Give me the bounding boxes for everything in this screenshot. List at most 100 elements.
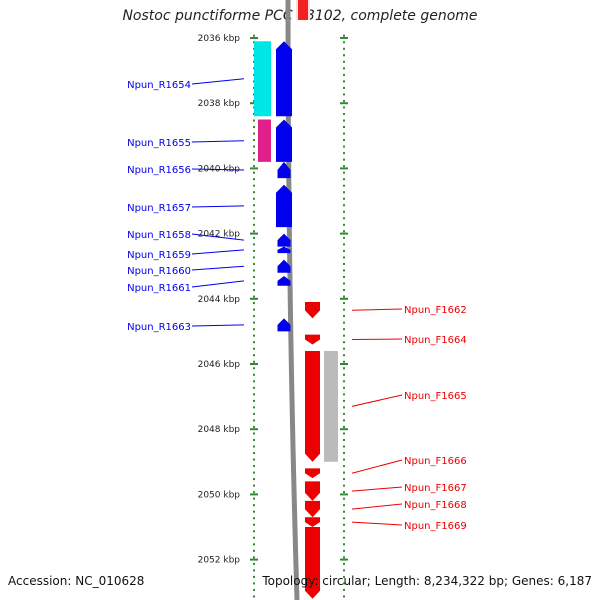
scale-tick-label: 2046 kbp: [198, 360, 241, 370]
scale-dot-right: [343, 86, 345, 89]
scale-dot-left: [253, 432, 255, 435]
length-label: Length:: [374, 574, 421, 588]
scale-dot-right: [343, 47, 345, 50]
label-line-npun_f1669: [351, 521, 403, 526]
feature-block-cyan: [254, 41, 271, 117]
scale-dot-left: [253, 152, 255, 155]
scale-dot-left: [253, 536, 255, 539]
scale-dot-left: [253, 236, 255, 239]
scale-dot-right: [343, 575, 345, 578]
scale-dot-right: [343, 341, 345, 344]
scale-dot-right: [343, 243, 345, 246]
scale-dot-left: [253, 523, 255, 526]
scale-dot-left: [253, 282, 255, 285]
scale-dot-right: [343, 380, 345, 383]
scale-tick-left: [250, 297, 258, 300]
scale-dot-right: [343, 412, 345, 415]
feature-block-gray: [324, 350, 338, 462]
scale-dot-right: [343, 269, 345, 272]
label-line-npun_r1663: [191, 324, 245, 327]
scale-dot-left: [253, 223, 255, 226]
label-line-npun_r1656: [191, 168, 245, 171]
scale-dot-right: [343, 504, 345, 507]
scale-dot-left: [253, 308, 255, 311]
scale-dot-right: [343, 275, 345, 278]
scale-dot-left: [253, 289, 255, 292]
label-line-npun_r1654: [191, 78, 245, 85]
scale-dot-right: [343, 178, 345, 181]
scale-dot-left: [253, 393, 255, 396]
scale-dot-left: [253, 334, 255, 337]
scale-dot-left: [253, 269, 255, 272]
scale-dot-right: [343, 367, 345, 370]
scale-dot-left: [253, 412, 255, 415]
scale-dot-left: [253, 210, 255, 213]
scale-dot-left: [253, 380, 255, 383]
scale-dot-right: [343, 562, 345, 565]
gene-label-npun_r1658: Npun_R1658: [127, 230, 191, 241]
scale-dot-right: [343, 93, 345, 96]
scale-dot-left: [253, 556, 255, 559]
scale-dot-right: [343, 54, 345, 57]
scale-dot-left: [253, 386, 255, 389]
gene-arrow-npun_r1661: [277, 275, 291, 286]
scale-dot-left: [253, 504, 255, 507]
gene-label-npun_f1668: Npun_F1668: [404, 500, 467, 511]
scale-dot-right: [343, 60, 345, 63]
gene-arrow-npun_r1658: [277, 233, 291, 247]
backbone-top-mark: [298, 0, 308, 20]
scale-dot-right: [343, 360, 345, 363]
genome-features: [254, 41, 338, 462]
scale-dot-left: [253, 582, 255, 585]
scale-dot-right: [343, 406, 345, 409]
scale-dot-right: [343, 223, 345, 226]
gene-arrow-npun_f1665: [305, 350, 320, 462]
scale-tick-right: [340, 428, 348, 431]
scale-dot-right: [343, 334, 345, 337]
genome-summary: Topology: circular; Length: 8,234,322 bp…: [262, 574, 592, 588]
scale-dot-left: [253, 595, 255, 598]
scale-dot-right: [343, 67, 345, 70]
label-line-npun_r1659: [191, 249, 245, 255]
scale-dot-right: [343, 191, 345, 194]
scale-dot-left: [253, 406, 255, 409]
scale-dot-left: [253, 569, 255, 572]
scale-dot-right: [343, 478, 345, 481]
scale-dot-left: [253, 328, 255, 331]
scale-dot-left: [253, 491, 255, 494]
scale-dot-left: [253, 171, 255, 174]
scale-dot-left: [253, 438, 255, 441]
scale-dot-right: [343, 289, 345, 292]
scale-tick-left: [250, 428, 258, 431]
scale-dot-left: [253, 256, 255, 259]
scale-dot-left: [253, 425, 255, 428]
scale-dot-right: [343, 197, 345, 200]
gene-label-npun_r1657: Npun_R1657: [127, 203, 191, 214]
scale-dot-right: [343, 582, 345, 585]
scale-dot-left: [253, 452, 255, 455]
scale-dot-left: [253, 204, 255, 207]
scale-dot-right: [343, 158, 345, 161]
scale-dot-left: [253, 399, 255, 402]
scale-tick-left: [250, 363, 258, 365]
scale-dot-left: [253, 543, 255, 546]
scale-dot-left: [253, 360, 255, 363]
genes-value: 6,187: [557, 574, 592, 588]
scale-dot-right: [343, 236, 345, 239]
scale-dot-right: [343, 497, 345, 500]
scale-dot-right: [343, 484, 345, 487]
scale-tick-label: 2038 kbp: [198, 99, 241, 109]
scale-tick-label: 2044 kbp: [198, 295, 241, 305]
gene-arrow-continuing-forward-gene: [305, 527, 320, 599]
scale-tick-label: 2042 kbp: [198, 230, 241, 240]
scale-dot-left: [253, 139, 255, 142]
scale-dot-right: [343, 595, 345, 598]
scale-dot-right: [343, 112, 345, 115]
scale-dot-left: [253, 458, 255, 461]
scale-dot-left: [253, 510, 255, 513]
gene-arrow-npun_f1666: [305, 468, 320, 479]
scale-dot-right: [343, 41, 345, 44]
scale-tick-right: [340, 167, 348, 170]
